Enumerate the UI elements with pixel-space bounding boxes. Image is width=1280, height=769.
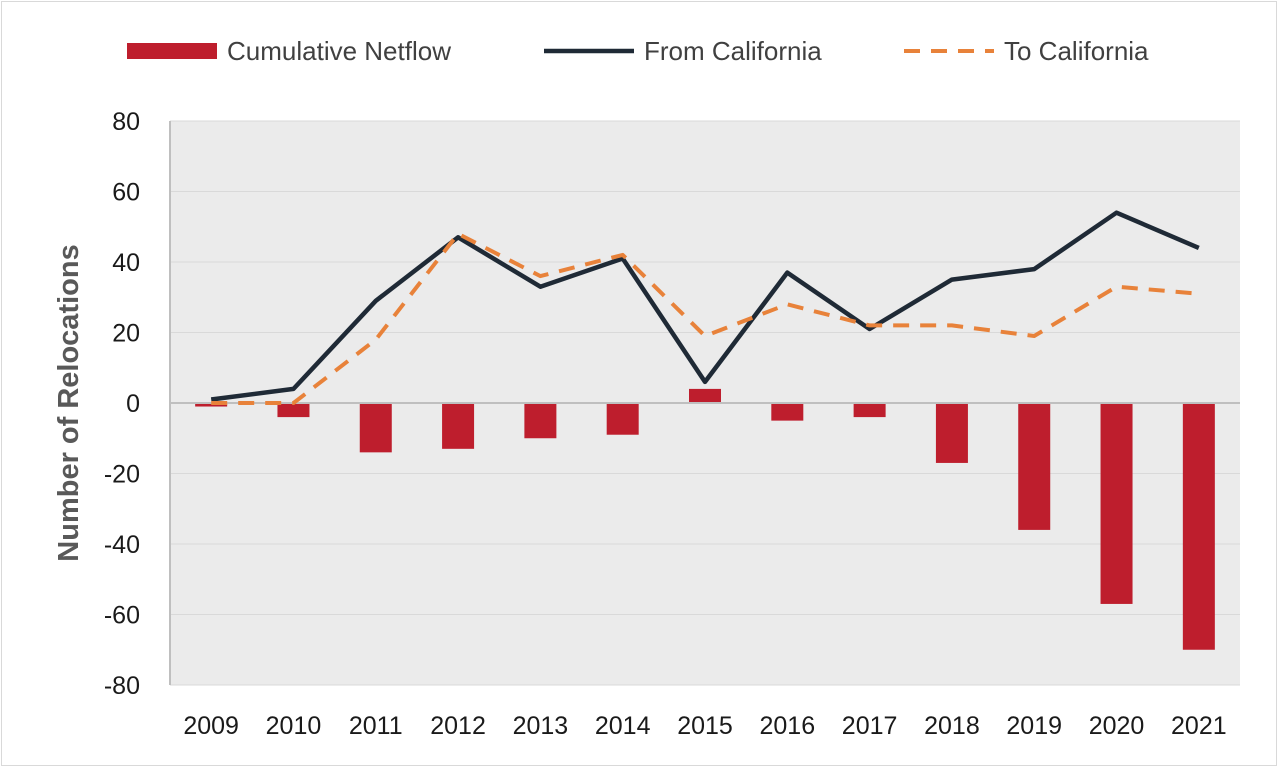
y-tick-label: -40 — [104, 531, 140, 559]
point-from-california-2011 — [374, 299, 377, 302]
bar-2012 — [442, 403, 475, 449]
legend-label: From California — [644, 36, 822, 66]
point-to-california-2021 — [1197, 292, 1200, 295]
x-tick-label: 2016 — [759, 712, 815, 740]
line-to-california — [211, 231, 1199, 405]
bar-series — [169, 121, 1240, 685]
x-axis-ticks: 2009 2010 2011 2012 2013 2014 2015 2016 2017 2018… — [183, 712, 1226, 740]
x-tick-label: 2012 — [430, 712, 486, 740]
legend-item-from-california: From California — [544, 36, 822, 66]
x-tick-label: 2014 — [595, 712, 651, 740]
bar-2013 — [524, 403, 557, 439]
bar-2016 — [771, 403, 804, 421]
x-tick-label: 2015 — [677, 712, 733, 740]
y-tick-label: -80 — [104, 672, 140, 700]
point-to-california-2010 — [292, 402, 295, 405]
bar-2019 — [1018, 403, 1051, 530]
point-from-california-2020 — [1115, 211, 1118, 214]
bar-2017 — [853, 403, 886, 418]
y-tick-label: 0 — [126, 390, 140, 418]
point-to-california-2020 — [1115, 285, 1118, 288]
point-to-california-2011 — [374, 338, 377, 341]
x-tick-label: 2021 — [1171, 712, 1227, 740]
x-tick-label: 2011 — [349, 712, 403, 740]
legend-item-cumulative-netflow: Cumulative Netflow — [127, 36, 451, 66]
x-tick-label: 2010 — [266, 712, 322, 740]
bar-2020 — [1100, 403, 1133, 604]
point-to-california-2017 — [868, 324, 871, 327]
point-from-california-2012 — [457, 236, 460, 239]
point-to-california-2018 — [950, 324, 953, 327]
bar-2010 — [277, 403, 310, 418]
point-to-california-2009 — [210, 402, 213, 405]
point-from-california-2021 — [1197, 246, 1200, 249]
y-tick-label: 80 — [112, 108, 140, 136]
x-tick-label: 2019 — [1006, 712, 1062, 740]
point-to-california-2019 — [1033, 335, 1036, 338]
x-tick-label: 2018 — [924, 712, 980, 740]
point-from-california-2017 — [868, 327, 871, 330]
y-tick-label: 40 — [112, 249, 140, 277]
point-from-california-2018 — [950, 278, 953, 281]
bar-2009 — [195, 403, 228, 407]
y-tick-label: 60 — [112, 179, 140, 207]
x-tick-label: 2013 — [513, 712, 569, 740]
line-series — [210, 210, 1200, 405]
bar-2018 — [935, 403, 968, 463]
point-from-california-2009 — [210, 398, 213, 401]
bar-2014 — [606, 403, 639, 435]
x-tick-label: 2017 — [842, 712, 898, 740]
point-from-california-2019 — [1033, 268, 1036, 271]
legend-label: To California — [1004, 36, 1149, 66]
x-tick-label: 2009 — [183, 712, 239, 740]
y-tick-label: 20 — [112, 320, 140, 348]
x-tick-label: 2020 — [1089, 712, 1145, 740]
point-from-california-2010 — [292, 387, 295, 390]
chart-legend: Cumulative Netflow From California To Cali… — [127, 36, 1149, 66]
legend-label: Cumulative Netflow — [227, 36, 451, 66]
point-from-california-2016 — [786, 271, 789, 274]
line-from-california — [210, 210, 1200, 402]
point-to-california-2013 — [539, 275, 542, 278]
legend-item-to-california: To California — [904, 36, 1149, 66]
y-axis-ticks: 80 60 40 20 0 -20 -40 -60 -80 — [104, 108, 140, 700]
point-to-california-2016 — [786, 303, 789, 306]
y-tick-label: -60 — [104, 602, 140, 630]
point-to-california-2012 — [457, 232, 460, 235]
bar-2015 — [689, 388, 721, 403]
bar-2011 — [359, 403, 392, 453]
point-to-california-2014 — [621, 253, 624, 256]
point-from-california-2013 — [539, 285, 542, 288]
legend-swatch — [127, 43, 217, 59]
gridlines — [170, 120, 1240, 686]
y-tick-label: -20 — [104, 461, 140, 489]
bar-2021 — [1182, 403, 1215, 650]
point-to-california-2015 — [704, 335, 707, 338]
y-axis-title: Number of Relocations — [53, 244, 85, 561]
point-from-california-2015 — [704, 380, 707, 383]
